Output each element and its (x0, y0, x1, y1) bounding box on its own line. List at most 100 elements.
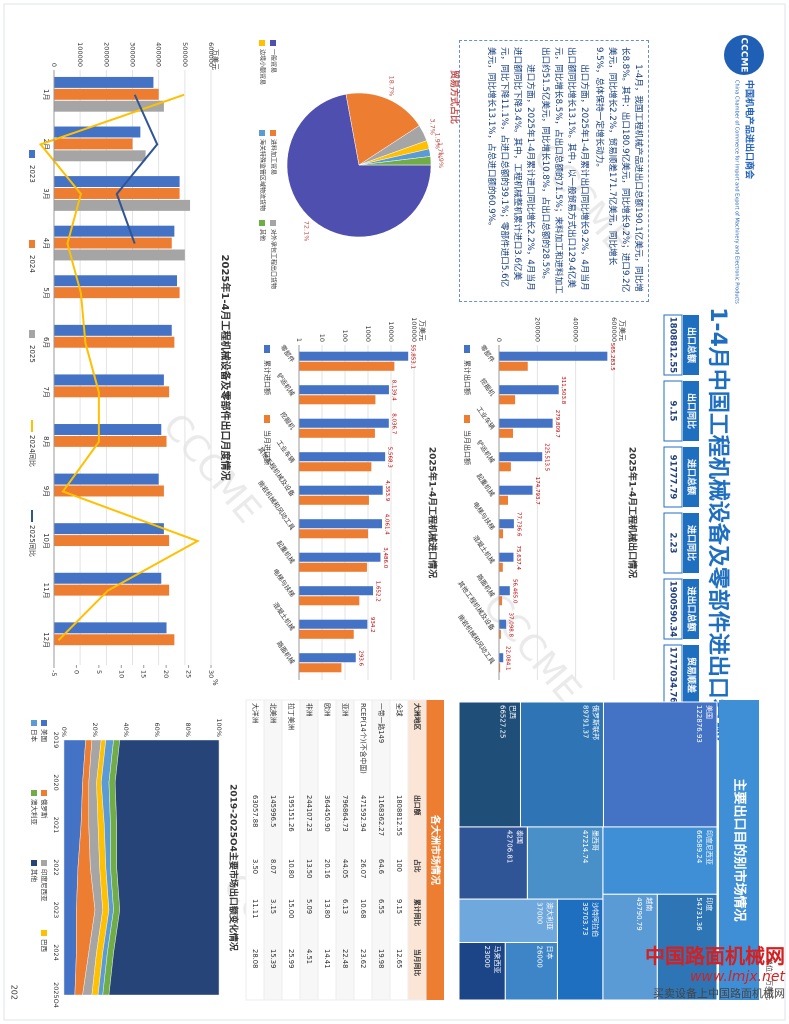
legend-label: 巴西 (40, 939, 48, 953)
data-label: 55,853.1 (410, 344, 416, 369)
bar (299, 418, 389, 428)
table-header: 大洲地区 (413, 703, 422, 730)
table-cell: 15.39 (269, 949, 277, 968)
logo: CCCME 中国机电产品进出口商会 China Chamber of Comme… (724, 35, 764, 304)
kpi-label-box (683, 315, 699, 375)
y-tick-label: 500000 (181, 42, 189, 67)
legend-swatch (264, 345, 270, 353)
summary: 1-4月，我国工程机械产品进出口总额190.1亿美元，同比增长8.8%。其中：出… (459, 40, 649, 302)
pie-slice (358, 156, 432, 166)
kpi-value-box (663, 512, 683, 574)
data-label: 56,465.0 (511, 579, 517, 604)
x-tick-label: 1月 (42, 89, 50, 100)
legend-label: 2024同比 (28, 435, 37, 467)
cell-value: 37000 (535, 902, 543, 924)
x-tick-label: 2023 (52, 902, 60, 919)
x-tick-label: 11月 (42, 583, 50, 599)
bar (499, 485, 533, 495)
bar (299, 529, 368, 539)
summary-paragraph: 进口方面，2025年1-4月累计进口同比增长2.2%，4月当月进口额同比下降3.… (486, 47, 535, 291)
bar (298, 452, 386, 462)
legend-label: 2023 (28, 165, 36, 183)
site-logo: 中国路面机械网 www.lmjx.net 买卖设备上中国路面机械网 (585, 940, 785, 1020)
legend-label: 海关特殊监管区域物流货物 (259, 139, 267, 211)
treemap-cell (458, 942, 506, 1001)
treemap-unit: 单位：万美元 (765, 958, 774, 1000)
legend-label: 其他 (259, 229, 267, 241)
table-cell: 12.65 (395, 949, 403, 968)
bar (298, 562, 367, 572)
bar (499, 452, 543, 462)
legend-swatch (29, 240, 35, 248)
data-label: 3,486.0 (382, 547, 388, 568)
table-cell: 13.50 (305, 859, 313, 878)
legend-swatch (264, 415, 270, 423)
treemap-title-bar (719, 700, 759, 1000)
legend-swatch (259, 130, 265, 136)
bar (298, 428, 375, 438)
bar (299, 596, 360, 606)
data-label: 3.7% (428, 118, 436, 135)
bar (53, 199, 191, 211)
cell-label: 沙特阿拉伯 (591, 902, 600, 937)
kpi-label: 进出口总额 (686, 586, 698, 631)
cell-value: 66527.25 (498, 705, 506, 738)
x-tick-label: 2020 (52, 774, 60, 791)
data-label: 8,036.7 (390, 413, 396, 434)
bar (54, 374, 164, 386)
table-header: 出口额 (413, 795, 422, 816)
table-cell: 23.62 (359, 949, 367, 968)
kpi-label: 进口同比 (686, 525, 698, 561)
bar (299, 395, 376, 405)
x-tick-label: 7月 (42, 387, 50, 398)
kpi-value-box (663, 380, 683, 442)
bar (54, 386, 170, 398)
kpi-label: 出口总额 (686, 327, 698, 363)
bar (299, 351, 409, 361)
bar (299, 385, 389, 395)
data-label: 77,736.6 (515, 512, 521, 537)
bar (53, 622, 167, 634)
cell-label: 巴西 (508, 705, 516, 719)
bar (498, 586, 510, 596)
kpi-value: 1808812.55 (668, 317, 678, 374)
cell-value: 23000 (483, 946, 491, 968)
table-cell: 28.08 (251, 949, 259, 968)
cell-value: 122876.93 (695, 705, 703, 743)
legend-swatch (270, 40, 276, 46)
axis-unit: 万美元 (211, 49, 220, 70)
legend-label: 澳大利亚 (30, 799, 39, 826)
kpi-value-box (663, 446, 683, 508)
kpi-value-box (663, 578, 683, 640)
site-name: 中国路面机械网 (645, 944, 785, 968)
site-slogan: 买卖设备上中国路面机械网 (653, 987, 785, 1000)
cell-label: 美国 (705, 705, 714, 719)
cell-label: 越南 (645, 897, 654, 911)
table-cell: 20.16 (323, 859, 331, 878)
cell-value: 89791.37 (581, 705, 589, 738)
chart-title: 2019-2025O4主要市场出口额变化情况 (228, 784, 240, 951)
chart-title: 贸易方式占比 (449, 70, 461, 124)
logo-mark (724, 35, 764, 75)
bar (54, 76, 154, 88)
bar (54, 237, 172, 249)
cell-value: 39703.73 (581, 902, 589, 935)
data-label: 5,568.3 (387, 447, 393, 468)
bar (499, 395, 516, 405)
x-tick-label: 4月 (42, 238, 50, 249)
table-cell: 11.11 (251, 899, 259, 918)
bar (499, 562, 503, 572)
table-row (245, 699, 265, 1001)
y-tick-label: 400000 (155, 42, 163, 67)
x-tick-label: 2022 (52, 859, 60, 876)
legend-swatch (464, 345, 470, 353)
table-cell: 19.98 (377, 949, 385, 968)
legend-swatch (31, 720, 37, 726)
cell-value: 54731.36 (695, 897, 703, 931)
table-cell: 364450.90 (323, 795, 331, 832)
table-cell: 14.41 (323, 949, 331, 968)
summary-paragraph: 1-4月，我国工程机械产品进出口总额190.1亿美元，同比增长8.8%。其中：出… (594, 47, 643, 293)
axis-unit: 万美元 (418, 320, 427, 341)
kpi-value: 1900590.34 (668, 581, 678, 638)
